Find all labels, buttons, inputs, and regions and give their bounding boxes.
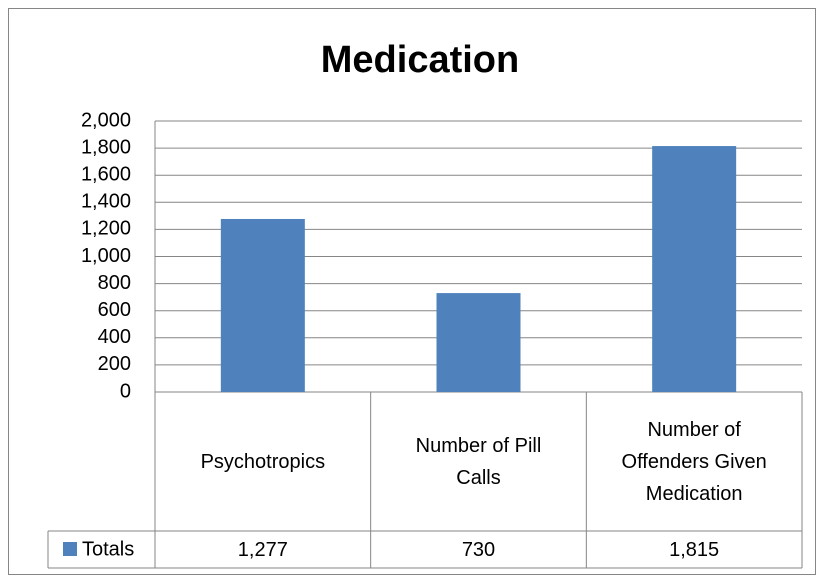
chart-title: Medication [321,39,519,81]
y-tick-label: 1,000 [81,245,131,267]
category-label: Psychotropics [200,450,326,473]
y-tick-label: 1,600 [81,163,131,185]
y-tick-label: 600 [98,299,131,321]
y-tick-label: 1,200 [81,218,131,240]
x-tick-label: Number of Pill Calls [415,434,542,489]
x-tick-label: Psychotropics [200,450,326,473]
x-tick-label: Number of Offenders Given Medication [621,418,767,505]
category-label: Number of Pill Calls [415,434,542,489]
y-tick-label: 1,800 [81,136,131,158]
legend-key [63,542,77,556]
y-tick-label: 200 [98,353,131,375]
y-tick-label: 1,400 [81,191,131,213]
bar [220,218,305,392]
data-table-value: 1,277 [238,539,288,561]
category-label: Number of Offenders Given Medication [621,418,767,505]
y-tick-label: 0 [120,380,131,402]
y-tick-label: 800 [98,272,131,294]
y-tick-label: 400 [98,326,131,348]
data-table-value: 730 [462,539,495,561]
y-tick-label: 2,000 [81,109,131,131]
bar [436,293,521,392]
legend-label: Totals [82,538,134,560]
bar [652,146,737,392]
data-table-value: 1,815 [669,539,719,561]
